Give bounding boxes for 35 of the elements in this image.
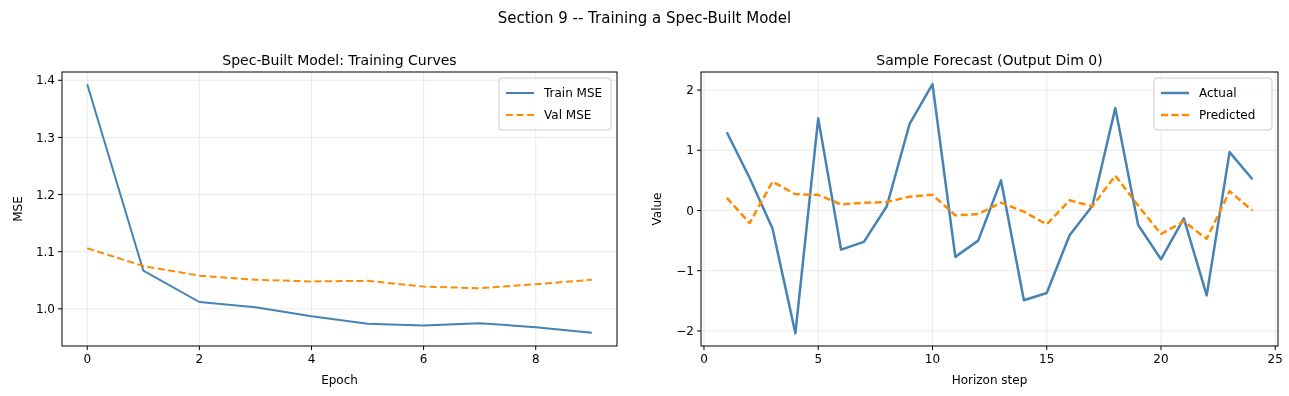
x-tick-label: 4 bbox=[307, 352, 316, 366]
legend-label: Predicted bbox=[1199, 108, 1256, 123]
x-tick-label: 25 bbox=[1267, 352, 1283, 366]
x-tick-label: 10 bbox=[924, 352, 941, 366]
x-tick-label: 5 bbox=[814, 352, 823, 366]
x-tick-label: 15 bbox=[1039, 352, 1055, 366]
y-tick-label: 2 bbox=[686, 83, 694, 98]
text: Section 9 -- Training a Spec-Built Model bbox=[497, 9, 792, 27]
x-tick-label: 2 bbox=[195, 352, 204, 366]
chart-title: Sample Forecast (Output Dim 0) bbox=[876, 52, 1103, 68]
line-series bbox=[725, 174, 1254, 241]
y-axis-title: Value bbox=[650, 192, 664, 226]
chart-title: Spec-Built Model: Training Curves bbox=[222, 52, 457, 68]
legend-label: Train MSE bbox=[543, 86, 603, 101]
x-axis-title: Horizon step bbox=[951, 373, 1028, 387]
y-tick-label: 1.2 bbox=[35, 187, 55, 202]
x-tick-label: 8 bbox=[531, 352, 540, 366]
x-tick-label: 20 bbox=[1153, 352, 1169, 366]
legend-label: Actual bbox=[1199, 86, 1237, 101]
line-series bbox=[86, 247, 593, 290]
x-tick-label: 0 bbox=[700, 352, 708, 366]
x-tick-label: 0 bbox=[83, 352, 92, 366]
y-tick-label: −2 bbox=[676, 324, 694, 339]
x-axis-title: Epoch bbox=[321, 373, 358, 387]
y-tick-label: 1.1 bbox=[35, 244, 55, 259]
y-tick-label: 1.4 bbox=[35, 73, 55, 88]
y-tick-label: 1.3 bbox=[35, 130, 55, 145]
y-tick-label: 1 bbox=[686, 143, 694, 158]
y-axis-title: MSE bbox=[11, 196, 25, 222]
line-series bbox=[725, 82, 1254, 335]
y-tick-label: −1 bbox=[676, 263, 694, 278]
x-tick-label: 6 bbox=[419, 352, 428, 366]
y-tick-label: 1.0 bbox=[35, 302, 55, 317]
legend-label: Val MSE bbox=[544, 108, 592, 123]
y-tick-label: 0 bbox=[686, 203, 694, 218]
